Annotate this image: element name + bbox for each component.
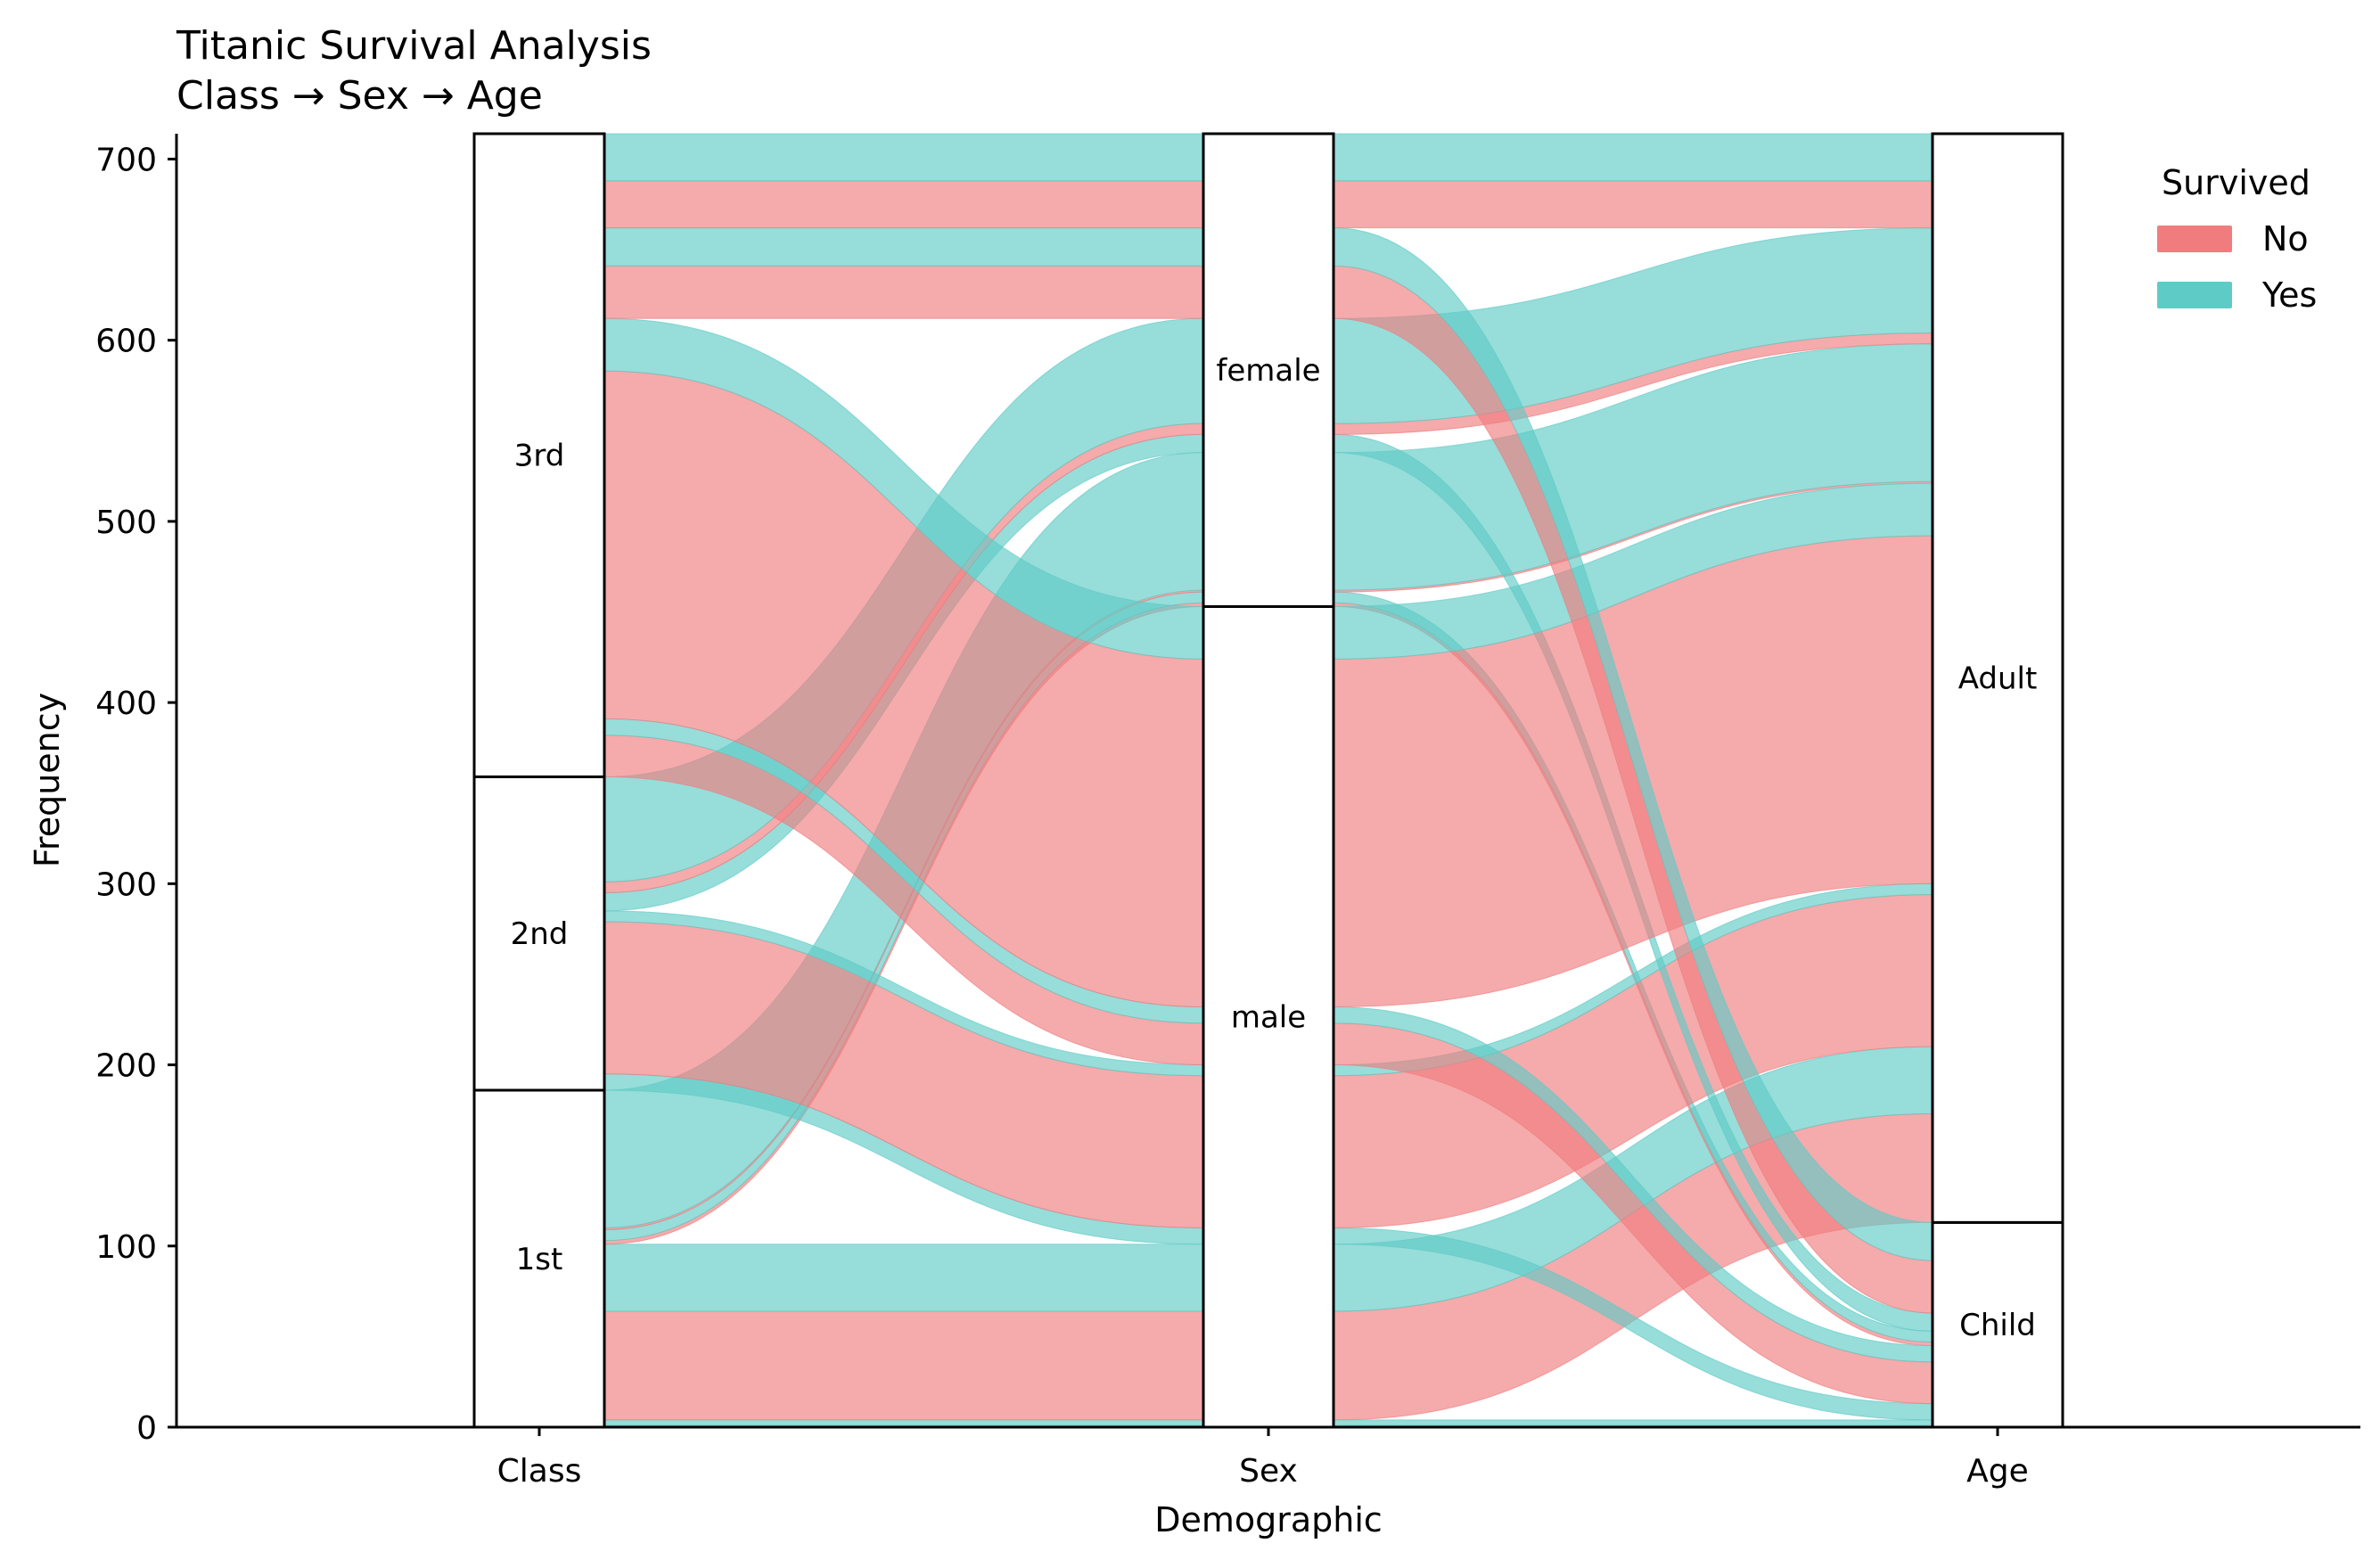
y-tick-label: 400 (95, 685, 157, 722)
legend-title: Survived (2162, 163, 2310, 202)
stratum-sex-male (1202, 604, 1335, 1429)
stratum-age-adult (1931, 132, 2064, 1224)
stratum-label-1st: 1st (516, 1242, 563, 1277)
stratum-class-3rd (472, 132, 606, 778)
x-axis-label: Demographic (1154, 1500, 1383, 1539)
x-tick-label-age: Age (1966, 1453, 2029, 1490)
stratum-age-child (1931, 1220, 2064, 1429)
stratum-label-2nd: 2nd (511, 916, 569, 952)
y-tick-label: 200 (95, 1048, 157, 1085)
legend: Survived No Yes (2157, 163, 2317, 315)
y-tick-label: 500 (95, 505, 157, 541)
stratum-label-male: male (1231, 1000, 1306, 1036)
y-ticks: 0 100 200 300 400 500 600 700 (95, 142, 176, 1447)
chart-subtitle: Class → Sex → Age (176, 73, 543, 119)
legend-swatch-yes (2157, 282, 2232, 308)
stratum-sex-female (1202, 132, 1335, 608)
chart-title: Titanic Survival Analysis (176, 23, 652, 69)
legend-label-yes: Yes (2261, 275, 2317, 315)
y-tick-label: 300 (95, 866, 157, 903)
legend-label-no: No (2262, 219, 2309, 259)
stratum-label-child: Child (1959, 1308, 2036, 1343)
axes: 0 100 200 300 400 500 600 700 Class Sex Age Demog… (28, 134, 2360, 1539)
stratum-label-3rd: 3rd (514, 439, 565, 474)
stratum-boxes: 1st 2nd 3rd male female Child Adult (472, 132, 2064, 1429)
y-tick-label: 0 (136, 1410, 157, 1447)
y-axis-label: Frequency (28, 693, 67, 867)
stratum-label-adult: Adult (1958, 661, 2038, 697)
legend-swatch-no (2157, 226, 2232, 252)
x-tick-label-sex: Sex (1239, 1453, 1298, 1490)
y-tick-label: 600 (95, 324, 157, 360)
stratum-label-female: female (1216, 353, 1320, 389)
x-tick-label-class: Class (497, 1453, 582, 1490)
x-ticks: Class Sex Age (497, 1427, 2029, 1490)
y-tick-label: 700 (95, 142, 157, 178)
y-tick-label: 100 (95, 1229, 157, 1266)
stratum-class-2nd (472, 775, 606, 1092)
